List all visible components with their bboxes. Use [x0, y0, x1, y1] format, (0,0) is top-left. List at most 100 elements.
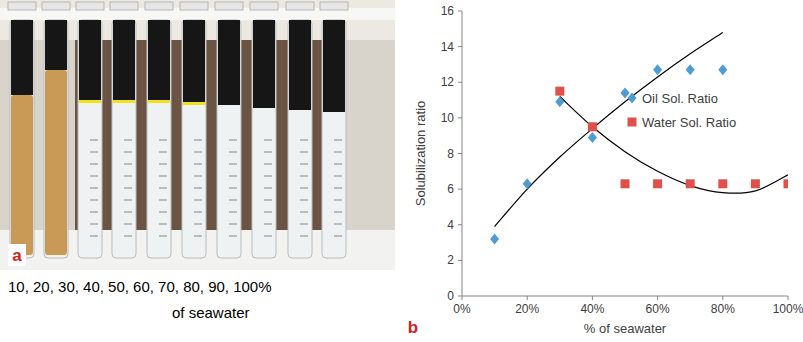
- data-point: [555, 96, 564, 107]
- tube-cap: [215, 2, 243, 10]
- graduation: [159, 188, 167, 189]
- graduation: [300, 200, 308, 201]
- graduation: [90, 176, 98, 177]
- graduation: [334, 200, 342, 201]
- legend-marker: [628, 118, 637, 127]
- graduation: [300, 236, 308, 237]
- x-tick-label: 0%: [453, 302, 471, 316]
- x-tick: [788, 296, 789, 300]
- legend-label: Water Sol. Ratio: [642, 115, 736, 130]
- tube-oil-phase: [148, 20, 170, 100]
- graduation: [229, 212, 237, 213]
- graduation: [90, 164, 98, 165]
- data-point: [686, 64, 695, 75]
- y-tick: [458, 11, 462, 12]
- panel-label-box: [404, 316, 422, 338]
- tube-glass: [217, 20, 241, 258]
- tube-oil-phase: [183, 20, 205, 102]
- tube-glass: [252, 20, 276, 258]
- graduation: [159, 224, 167, 225]
- graduation: [194, 212, 202, 213]
- data-point: [653, 179, 662, 188]
- tube: [215, 2, 243, 258]
- x-tick-label: 100%: [773, 302, 803, 316]
- graduation: [229, 200, 237, 201]
- tube-cap: [76, 2, 104, 10]
- caption: of seawater: [172, 304, 250, 321]
- data-point: [555, 87, 564, 96]
- graduation: [124, 164, 132, 165]
- graduation: [229, 224, 237, 225]
- y-tick-label: 10: [441, 111, 455, 125]
- tube-glass: [182, 20, 206, 258]
- page: {"photo_panel": {"label": "a", "caption"…: [0, 0, 803, 342]
- graduation: [194, 236, 202, 237]
- data-point: [751, 179, 760, 188]
- x-tick-label: 20%: [515, 302, 539, 316]
- y-tick: [458, 189, 462, 190]
- tube-marker: [148, 100, 170, 103]
- graduation: [300, 188, 308, 189]
- x-tick: [527, 296, 528, 300]
- graduation: [264, 212, 272, 213]
- y-tick-label: 0: [447, 289, 454, 303]
- graduation: [159, 212, 167, 213]
- graduation: [194, 140, 202, 141]
- graduation: [300, 224, 308, 225]
- graduation: [124, 188, 132, 189]
- tube: [110, 2, 138, 258]
- graduation: [124, 212, 132, 213]
- y-tick: [458, 46, 462, 47]
- x-tick-label: 40%: [580, 302, 604, 316]
- graduation: [194, 176, 202, 177]
- graduation: [334, 236, 342, 237]
- graduation: [90, 188, 98, 189]
- tube-glass: [44, 20, 68, 258]
- graduation: [264, 176, 272, 177]
- tube-amber-phase: [11, 95, 33, 255]
- graduation: [124, 236, 132, 237]
- data-point: [784, 179, 789, 188]
- tube-oil-phase: [218, 20, 240, 105]
- graduation: [194, 164, 202, 165]
- panel-label: b: [408, 318, 418, 337]
- x-axis-title: % of seawater: [584, 321, 667, 336]
- legend-label: Oil Sol. Ratio: [642, 91, 718, 106]
- graduation: [300, 176, 308, 177]
- tube-cap: [110, 2, 138, 10]
- plot-area: [490, 32, 788, 244]
- graduation: [229, 176, 237, 177]
- tube-glass: [10, 20, 34, 258]
- tube-cap: [8, 2, 36, 10]
- graduation: [124, 224, 132, 225]
- graduation: [194, 152, 202, 153]
- tube-marker: [113, 100, 135, 103]
- graduation: [300, 140, 308, 141]
- graduation: [194, 188, 202, 189]
- data-point: [718, 64, 727, 75]
- graduation: [264, 224, 272, 225]
- graduation: [334, 176, 342, 177]
- tube: [286, 2, 314, 258]
- graduation: [229, 152, 237, 153]
- graduation: [124, 152, 132, 153]
- tube: [180, 2, 208, 258]
- y-tick-label: 16: [441, 4, 455, 18]
- graduation: [334, 188, 342, 189]
- photo-panel: a10, 20, 30, 40, 50, 60, 70, 80, 90, 100…: [0, 0, 395, 321]
- tube-amber-phase: [45, 70, 67, 255]
- photo-background: [0, 0, 395, 270]
- y-tick: [458, 260, 462, 261]
- graduation: [300, 212, 308, 213]
- tube-oil-phase: [323, 20, 345, 112]
- graduation: [264, 188, 272, 189]
- x-tick: [592, 296, 593, 300]
- graduation: [194, 224, 202, 225]
- x-tick: [722, 296, 723, 300]
- panel-label-box: [8, 244, 26, 266]
- y-tick: [458, 153, 462, 154]
- graduation: [334, 140, 342, 141]
- x-axis: [462, 296, 788, 297]
- tube: [76, 2, 104, 258]
- data-point: [588, 122, 597, 131]
